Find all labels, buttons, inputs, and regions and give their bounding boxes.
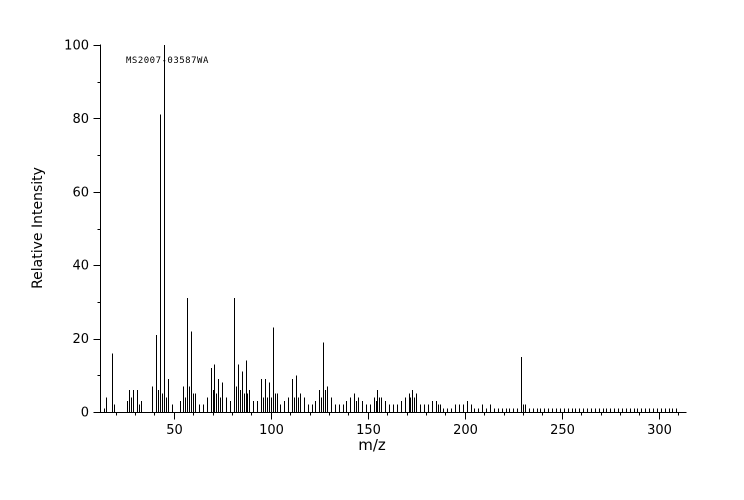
spectrum-id-annotation: MS2007-03587WA (126, 56, 209, 66)
svg-text:0: 0 (81, 406, 89, 421)
svg-text:80: 80 (72, 112, 89, 127)
svg-text:100: 100 (259, 423, 284, 438)
svg-text:300: 300 (647, 423, 672, 438)
y-axis-label: Relative Intensity (30, 167, 46, 289)
svg-text:40: 40 (72, 259, 89, 274)
svg-text:250: 250 (550, 423, 575, 438)
svg-text:50: 50 (166, 423, 183, 438)
svg-text:60: 60 (72, 185, 89, 200)
x-axis-label: m/z (358, 436, 386, 454)
svg-text:100: 100 (64, 39, 89, 54)
svg-text:200: 200 (453, 423, 478, 438)
svg-text:150: 150 (356, 423, 381, 438)
svg-text:20: 20 (72, 332, 89, 347)
